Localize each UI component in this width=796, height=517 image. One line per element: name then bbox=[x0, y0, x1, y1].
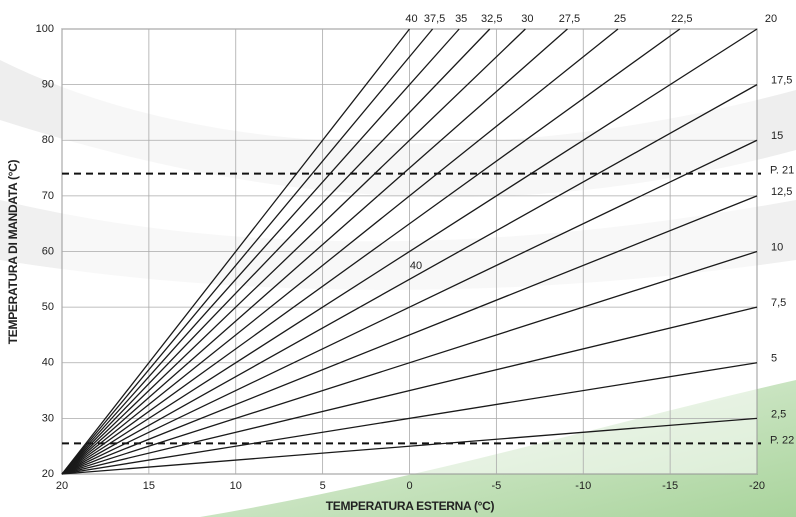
curve bbox=[61, 28, 460, 475]
y-tick-label: 20 bbox=[42, 468, 54, 480]
x-tick-label: 20 bbox=[56, 480, 68, 492]
curve bbox=[61, 28, 411, 475]
x-tick-label: -15 bbox=[662, 480, 678, 492]
curve-label: 22,5 bbox=[671, 13, 692, 25]
y-tick-label: 70 bbox=[42, 190, 54, 202]
y-tick-label: 60 bbox=[42, 245, 54, 257]
curve-label: 25 bbox=[614, 13, 626, 25]
curve-label: 7,5 bbox=[771, 297, 786, 309]
curve-label: 5 bbox=[771, 353, 777, 365]
curve bbox=[61, 417, 758, 475]
curve bbox=[61, 306, 758, 475]
curve-label: 32,5 bbox=[481, 13, 502, 25]
x-tick-label: 15 bbox=[143, 480, 155, 492]
curve-label: 27,5 bbox=[559, 13, 580, 25]
y-tick-label: 80 bbox=[42, 134, 54, 146]
curve bbox=[61, 250, 758, 475]
curve bbox=[61, 84, 758, 475]
y-tick-label: 50 bbox=[42, 301, 54, 313]
curve bbox=[61, 28, 568, 475]
x-tick-label: 10 bbox=[230, 480, 242, 492]
x-tick-label: -10 bbox=[575, 480, 591, 492]
x-tick-label: 0 bbox=[406, 480, 412, 492]
curve bbox=[61, 28, 619, 475]
curve-label: 2,5 bbox=[771, 408, 786, 420]
curve bbox=[61, 28, 526, 475]
curve-label: 40 bbox=[405, 13, 417, 25]
y-tick-label: 40 bbox=[42, 357, 54, 369]
y-tick-label: 30 bbox=[42, 412, 54, 424]
curve-label: 35 bbox=[455, 13, 467, 25]
curve-label: 10 bbox=[771, 241, 783, 253]
curve-label: 37,5 bbox=[424, 13, 445, 25]
curve bbox=[61, 28, 681, 475]
annotation: 40 bbox=[410, 260, 422, 272]
y-tick-label: 90 bbox=[42, 79, 54, 91]
curve-label: 17,5 bbox=[771, 75, 792, 87]
x-axis-title: TEMPERATURA ESTERNA (°C) bbox=[326, 499, 495, 513]
curve-label: 30 bbox=[521, 13, 533, 25]
y-axis-title: TEMPERATURA DI MANDATA (°C) bbox=[6, 159, 20, 344]
decor-swoosh bbox=[200, 380, 796, 517]
x-tick-label: 5 bbox=[320, 480, 326, 492]
x-tick-label: -20 bbox=[749, 480, 765, 492]
x-tick-label: -5 bbox=[491, 480, 501, 492]
curve bbox=[61, 28, 758, 475]
curve bbox=[61, 28, 434, 475]
curve-label: 15 bbox=[771, 130, 783, 142]
curve bbox=[61, 362, 758, 475]
curve bbox=[61, 195, 758, 475]
curve bbox=[61, 28, 491, 475]
reference-label: P. 22 bbox=[770, 434, 794, 446]
y-tick-label: 100 bbox=[36, 23, 54, 35]
curve-label: 12,5 bbox=[771, 186, 792, 198]
curve bbox=[61, 139, 758, 475]
reference-label: P. 21 bbox=[770, 165, 794, 177]
curve-label: 20 bbox=[765, 13, 777, 25]
